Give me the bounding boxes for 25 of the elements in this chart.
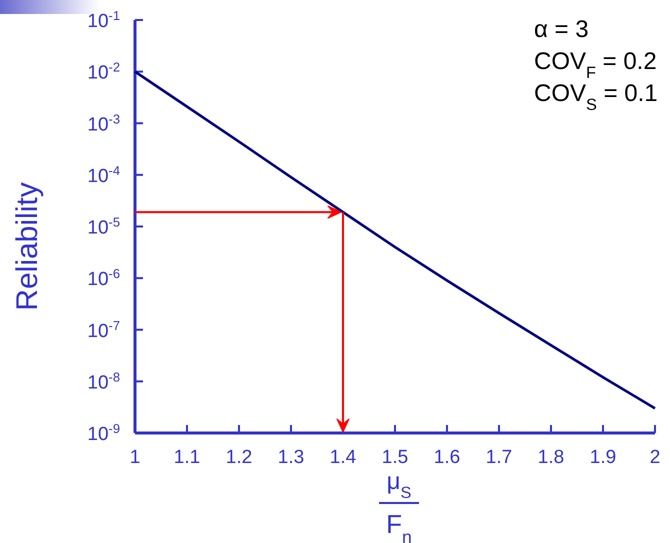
y-tick-label: 10$^{-4}$ xyxy=(87,162,120,187)
y-tick-label: 10$^{-3}$ xyxy=(87,110,120,136)
y-tick-label: 10$^{-1}$ xyxy=(87,8,120,32)
x-tick-label: 1.2 xyxy=(226,447,252,468)
x-tick-label: 1.8 xyxy=(538,447,564,468)
x-tick-label: 1.6 xyxy=(434,447,460,468)
x-tick-label: 1.4 xyxy=(330,447,357,468)
x-tick-label: 1.7 xyxy=(486,447,512,468)
y-tick-label: 10$^{-9}$ xyxy=(87,420,120,445)
x-axis-title: μ$_{S}$ F$_{n}$ xyxy=(386,468,412,543)
x-tick-label: 1 xyxy=(130,447,140,468)
y-tick-label: 10$^{-2}$ xyxy=(87,59,120,84)
y-tick-label: 10$^{-5}$ xyxy=(87,214,120,238)
annotation: COV$_{F}$ = 0.2 xyxy=(534,48,657,82)
x-tick-label: 1.3 xyxy=(278,447,304,468)
x-tick-label: 1.9 xyxy=(590,447,616,468)
y-tick-label: 10$^{-7}$ xyxy=(87,317,120,342)
x-tick-label: 2 xyxy=(650,447,660,468)
x-tick-label: 1.1 xyxy=(174,447,200,468)
y-axis-title: Reliability xyxy=(11,182,44,311)
y-tick-label: 10$^{-6}$ xyxy=(87,266,120,290)
annotation: α = 3 xyxy=(534,16,589,43)
annotation: COV$_{S}$ = 0.1 xyxy=(534,80,658,114)
x-tick-label: 1.5 xyxy=(382,447,408,468)
y-tick-label: 10$^{-8}$ xyxy=(87,368,120,394)
